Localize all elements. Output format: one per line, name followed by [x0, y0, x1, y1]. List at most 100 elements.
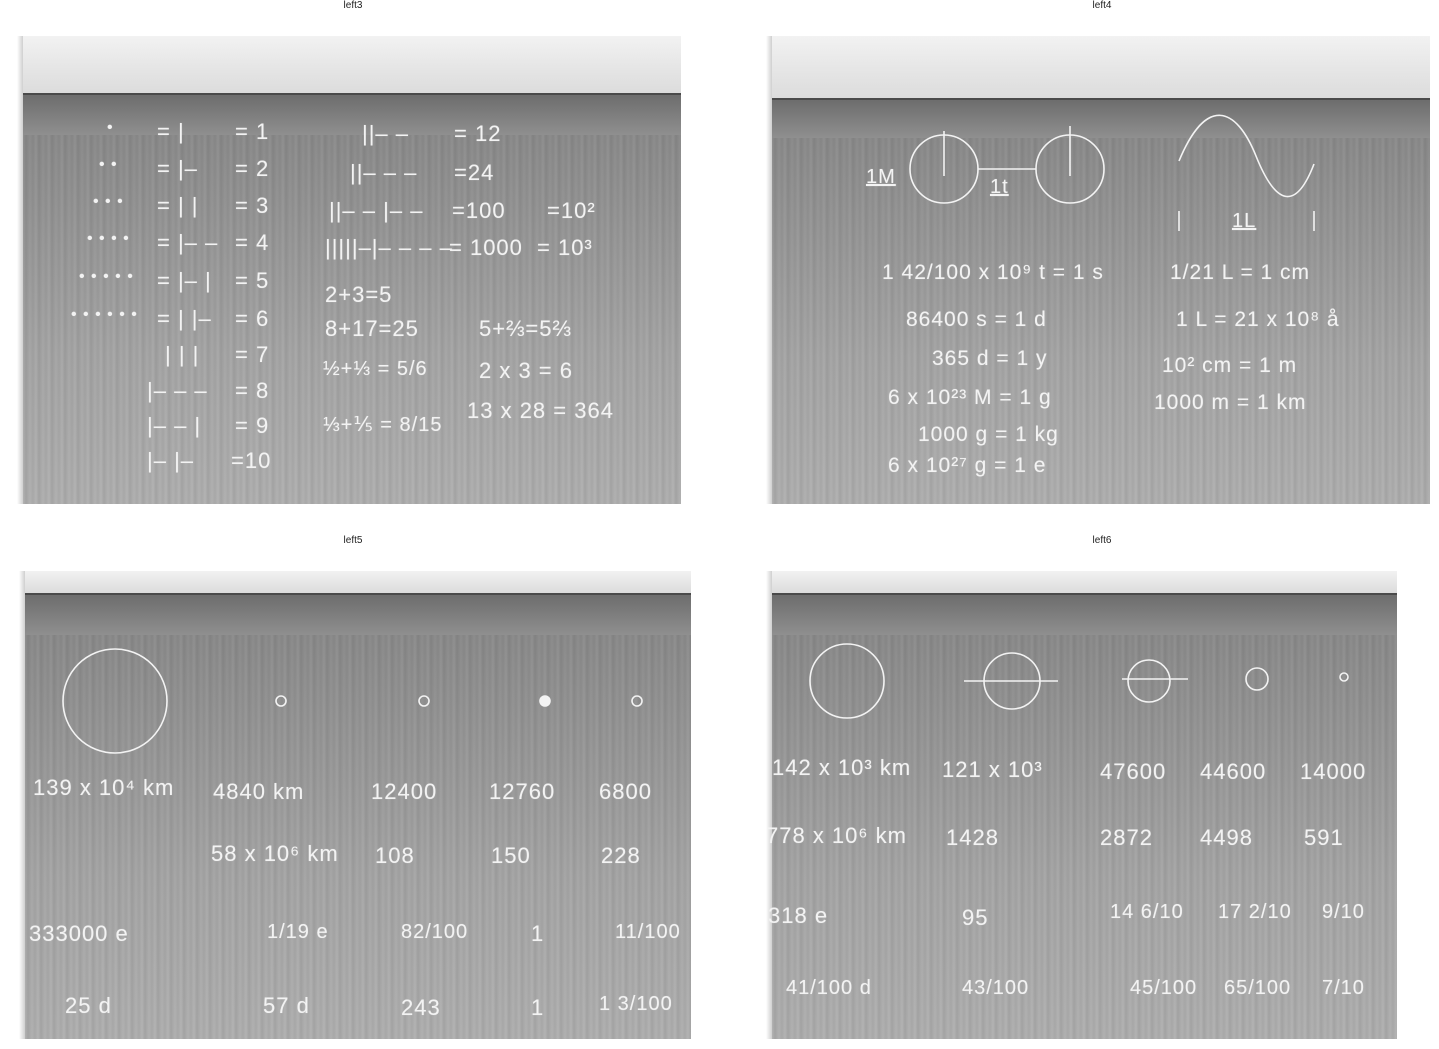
value-row-9: = 9 [235, 413, 270, 438]
venus-mass: 82/100 [401, 921, 469, 943]
sum-5-2-3: 5+⅔=5⅔ [479, 316, 572, 341]
tally-row-2: = |– [157, 156, 198, 181]
value-row-3: = 3 [235, 193, 270, 218]
jupiter-mass: 318 e [768, 903, 829, 928]
value-24: =24 [454, 160, 495, 185]
sum-8-17: 8+17=25 [325, 316, 419, 341]
saturn-rotation: 43/100 [962, 977, 1030, 999]
symbol-drawings [909, 114, 1315, 231]
power-1000: = 10³ [537, 235, 593, 260]
tally-row-6: = | |– [157, 306, 212, 331]
eq-second: 1 42/100 x 10⁹ t = 1 s [882, 261, 1104, 284]
tally-1000: |||||–|– – – – [325, 235, 453, 260]
mars-mass: 11/100 [615, 921, 681, 943]
dots-row-6: • • • • • • [71, 306, 138, 323]
power-100: =10² [547, 198, 596, 223]
sum-half-third: ½+⅓ = 5/6 [323, 358, 428, 380]
jupiter-diameter: 142 x 10³ km [772, 755, 912, 780]
photo-panel-left5: 139 x 10⁴ km 4840 km 12400 12760 6800 58… [19, 571, 691, 1039]
dots-row-2: • • [99, 156, 118, 173]
panel-title-left3: left3 [343, 0, 363, 11]
uranus-distance: 2872 [1100, 825, 1153, 850]
uranus-mass: 14 6/10 [1110, 901, 1184, 923]
planet-drawings [809, 643, 1349, 719]
value-row-4: = 4 [235, 230, 270, 255]
eq-km: 1000 m = 1 km [1154, 391, 1307, 414]
eq-meter: 10² cm = 1 m [1162, 354, 1298, 377]
value-row-5: = 5 [235, 268, 270, 293]
eq-year: 365 d = 1 y [932, 347, 1048, 370]
eq-earth: 6 x 10²⁷ g = 1 e [888, 454, 1047, 477]
label-1t: 1t [990, 176, 1009, 198]
venus-distance: 108 [375, 843, 415, 868]
sun-diameter: 139 x 10⁴ km [33, 775, 175, 800]
mars-rotation: 1 3/100 [599, 993, 673, 1015]
mars-distance: 228 [601, 843, 641, 868]
eq-gram: 6 x 10²³ M = 1 g [888, 386, 1052, 409]
tally-row-3: = | | [157, 193, 199, 218]
eq-angstrom: 1 L = 21 x 10⁸ å [1176, 308, 1340, 331]
saturn-diameter: 121 x 10³ [942, 757, 1043, 782]
value-row-7: = 7 [235, 342, 270, 367]
tally-row-5: = |– | [157, 268, 212, 293]
eq-day: 86400 s = 1 d [906, 308, 1047, 331]
neptune-rotation: 65/100 [1224, 977, 1292, 999]
tally-row-9: |– – | [147, 413, 202, 438]
venus-rotation: 243 [401, 995, 441, 1020]
mercury-distance: 58 x 10⁶ km [211, 841, 339, 866]
value-100: =100 [452, 198, 506, 223]
neptune-distance: 4498 [1200, 825, 1253, 850]
tally-row-10: |– |– [147, 448, 195, 473]
label-1l: 1L [1232, 210, 1257, 232]
photo-panel-left6: 142 x 10³ km 121 x 10³ 47600 44600 14000… [766, 571, 1397, 1039]
pluto-diameter: 14000 [1300, 759, 1367, 784]
mercury-mass: 1/19 e [267, 921, 329, 943]
label-1m: 1M [866, 166, 896, 188]
neptune-mass: 17 2/10 [1218, 901, 1292, 923]
pluto-mass: 9/10 [1322, 901, 1365, 923]
earth-distance: 150 [491, 843, 531, 868]
uranus-rotation: 45/100 [1130, 977, 1198, 999]
sun-rotation: 25 d [65, 993, 112, 1018]
value-12: = 12 [454, 121, 502, 146]
product-2-3: 2 x 3 = 6 [479, 358, 574, 383]
planet-drawings [62, 648, 643, 754]
pluto-distance: 591 [1304, 825, 1344, 850]
neptune-diameter: 44600 [1200, 759, 1267, 784]
tally-24: ||– – – [350, 160, 418, 185]
eq-kilogram: 1000 g = 1 kg [918, 423, 1059, 446]
panel-title-left5: left5 [343, 535, 363, 546]
earth-diameter: 12760 [489, 779, 556, 804]
saturn-mass: 95 [962, 905, 989, 930]
value-row-6: = 6 [235, 306, 270, 331]
panel-title-left4: left4 [1092, 0, 1112, 11]
earth-rotation: 1 [531, 995, 545, 1020]
tally-row-7: | | | [165, 342, 200, 367]
value-row-8: = 8 [235, 378, 270, 403]
dots-row-5: • • • • • [79, 268, 134, 285]
mercury-diameter: 4840 km [213, 779, 305, 804]
tally-row-4: = |– – [157, 230, 219, 255]
panel-title-left6: left6 [1092, 535, 1112, 546]
dots-row-3: • • • [93, 193, 124, 210]
jupiter-distance: 778 x 10⁶ km [766, 823, 907, 848]
value-row-2: = 2 [235, 156, 270, 181]
sum-2-3: 2+3=5 [325, 282, 393, 307]
dots-row-1: • [107, 119, 114, 136]
value-row-1: = 1 [235, 119, 270, 144]
value-1000: = 1000 [449, 235, 523, 260]
value-row-10: =10 [231, 448, 272, 473]
tally-100: ||– – |– – [329, 198, 424, 223]
saturn-distance: 1428 [946, 825, 999, 850]
tally-row-8: |– – – [147, 378, 208, 403]
tally-12: ||– – [362, 121, 410, 146]
mars-diameter: 6800 [599, 779, 652, 804]
product-13-28: 13 x 28 = 364 [467, 398, 614, 423]
uranus-diameter: 47600 [1100, 759, 1167, 784]
eq-cm: 1/21 L = 1 cm [1170, 261, 1311, 284]
photo-panel-left4: 1M 1t 1L 1 42/100 x 10⁹ t = 1 s 86400 s … [766, 36, 1430, 504]
mercury-rotation: 57 d [263, 993, 310, 1018]
earth-mass: 1 [531, 921, 545, 946]
venus-diameter: 12400 [371, 779, 438, 804]
tally-row-1: = | [157, 119, 185, 144]
